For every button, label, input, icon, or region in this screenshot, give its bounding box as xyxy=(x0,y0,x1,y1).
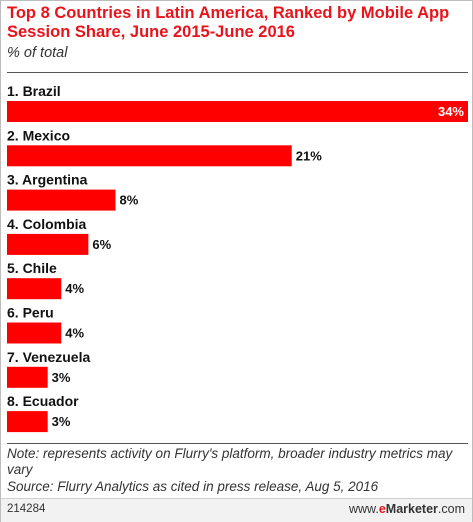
bar xyxy=(7,278,62,300)
bar xyxy=(7,189,116,211)
category-label: 7. Venezuela xyxy=(7,349,90,365)
value-label: 4% xyxy=(65,326,84,341)
value-label: 4% xyxy=(65,281,84,296)
value-label: 3% xyxy=(52,414,71,429)
bottom-divider xyxy=(7,443,468,444)
brand-e: e xyxy=(378,502,386,516)
bar xyxy=(7,322,62,344)
category-label: 6. Peru xyxy=(7,305,54,321)
category-label: 8. Ecuador xyxy=(7,393,79,409)
category-label: 3. Argentina xyxy=(7,172,88,188)
bar xyxy=(7,411,48,433)
chart-title: Top 8 Countries in Latin America, Ranked… xyxy=(7,4,450,41)
bar xyxy=(7,233,89,255)
chart-id: 214284 xyxy=(7,503,46,515)
bar xyxy=(7,145,292,167)
brand-suffix: .com xyxy=(437,502,465,516)
brand-prefix: www. xyxy=(348,502,379,516)
value-label: 6% xyxy=(92,237,111,252)
footer-bar xyxy=(1,498,472,522)
bar-chart: 1. Brazil 34% 2. Mexico 21% 3. Argentina 8% 4.… xyxy=(7,83,468,433)
value-label: 34% xyxy=(438,104,464,119)
category-label: 1. Brazil xyxy=(7,83,61,99)
chart-source: Source: Flurry Analytics as cited in pre… xyxy=(7,479,379,494)
bar xyxy=(7,101,468,122)
chart-subtitle: % of total xyxy=(7,45,68,61)
category-label: 2. Mexico xyxy=(7,127,70,143)
bar xyxy=(7,366,48,388)
brand-name: Marketer xyxy=(385,502,438,516)
value-label: 8% xyxy=(119,193,138,208)
value-label: 21% xyxy=(296,148,322,163)
category-label: 4. Colombia xyxy=(7,216,87,232)
emarketer-logo[interactable]: www.eMarketer.com xyxy=(349,502,465,516)
value-label: 3% xyxy=(52,370,71,385)
category-label: 5. Chile xyxy=(7,260,57,276)
chart-note: Note: represents activity on Flurry's pl… xyxy=(7,446,453,477)
top-divider xyxy=(7,72,468,73)
